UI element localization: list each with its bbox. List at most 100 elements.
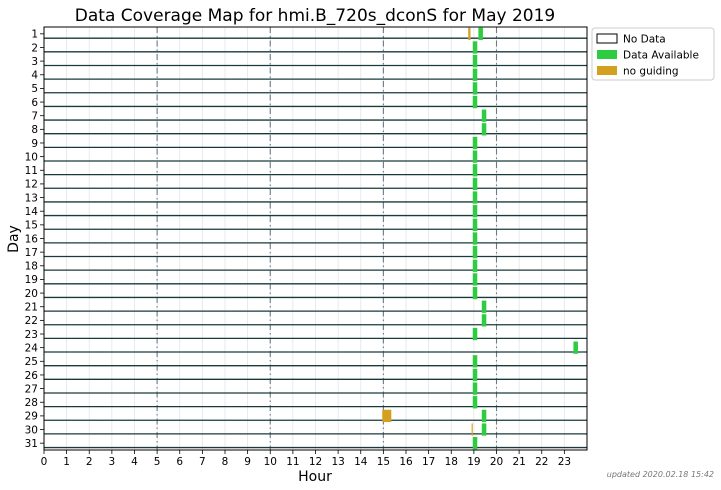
x-tick-label: 6 xyxy=(176,456,183,468)
y-tick-label: 20 xyxy=(25,288,38,300)
legend-swatch xyxy=(597,50,617,59)
segment-available xyxy=(481,423,487,436)
segment-no-guiding xyxy=(468,27,471,40)
y-tick-label: 27 xyxy=(25,383,38,395)
x-axis-label: Hour xyxy=(298,469,332,485)
segment-available xyxy=(478,27,483,40)
segment-no-guiding xyxy=(382,409,392,423)
x-tick-label: 18 xyxy=(445,456,458,468)
x-tick-label: 14 xyxy=(354,456,368,468)
x-tick-label: 22 xyxy=(535,456,548,468)
legend-label: Data Available xyxy=(623,50,699,62)
x-tick-label: 10 xyxy=(264,456,277,468)
y-tick-label: 13 xyxy=(25,192,38,204)
y-tick-label: 7 xyxy=(31,110,38,122)
x-tick-label: 8 xyxy=(222,456,229,468)
y-tick-label: 15 xyxy=(25,220,38,232)
segment-available xyxy=(472,382,478,395)
x-tick-label: 3 xyxy=(109,456,116,468)
segment-available xyxy=(481,314,487,327)
segment-available xyxy=(472,218,478,231)
updated-timestamp: updated 2020.02.18 15:42 xyxy=(607,470,714,479)
y-tick-label: 24 xyxy=(25,342,39,354)
legend-box xyxy=(591,27,715,81)
x-tick-label: 21 xyxy=(512,456,525,468)
y-tick-label: 25 xyxy=(25,356,38,368)
x-tick-label: 7 xyxy=(199,456,206,468)
y-tick-label: 3 xyxy=(31,56,38,68)
y-tick-label: 29 xyxy=(25,411,38,423)
y-tick-label: 19 xyxy=(25,274,38,286)
x-tick-label: 9 xyxy=(244,456,251,468)
legend-label: No Data xyxy=(623,34,666,46)
segment-available xyxy=(472,286,478,300)
y-tick-label: 4 xyxy=(31,70,38,82)
x-tick-label: 1 xyxy=(63,456,70,468)
segment-no-guiding xyxy=(471,423,473,436)
y-tick-label: 8 xyxy=(31,124,38,136)
segment-available xyxy=(472,164,478,177)
x-tick-label: 12 xyxy=(309,456,322,468)
segment-available xyxy=(472,246,478,259)
segment-available xyxy=(472,273,478,286)
segment-available xyxy=(472,355,478,368)
y-tick-label: 16 xyxy=(25,233,39,245)
segment-available xyxy=(472,41,478,54)
segment-available xyxy=(573,341,578,354)
x-tick-label: 4 xyxy=(131,456,138,468)
y-tick-label: 18 xyxy=(25,261,38,273)
segment-available xyxy=(472,396,478,409)
segment-available xyxy=(472,327,478,341)
legend-swatch xyxy=(596,33,618,44)
y-tick-label: 31 xyxy=(25,438,38,450)
segment-available xyxy=(472,82,478,95)
y-tick-label: 1 xyxy=(31,29,38,41)
segment-available xyxy=(472,150,478,163)
y-tick-label: 26 xyxy=(25,370,39,382)
legend-swatch xyxy=(597,66,617,75)
y-tick-label: 6 xyxy=(31,97,38,109)
y-tick-label: 22 xyxy=(25,315,38,327)
segment-available xyxy=(472,68,478,81)
chart-title: Data Coverage Map for hmi.B_720s_dconS f… xyxy=(75,6,555,26)
segment-available xyxy=(472,259,478,272)
x-tick-label: 19 xyxy=(467,456,480,468)
y-tick-label: 2 xyxy=(31,42,38,54)
x-tick-label: 2 xyxy=(86,456,93,468)
segment-available xyxy=(472,191,478,204)
segment-available xyxy=(481,109,487,122)
y-tick-label: 9 xyxy=(31,138,38,150)
y-tick-label: 21 xyxy=(25,302,38,314)
y-tick-label: 5 xyxy=(31,83,38,95)
segment-available xyxy=(472,368,478,382)
segment-available xyxy=(472,136,478,150)
plot-area: 1234567891011121314151617181920212223242… xyxy=(25,26,588,468)
segment-available xyxy=(472,437,478,450)
plot-frame xyxy=(43,26,588,451)
y-tick-label: 28 xyxy=(25,397,38,409)
x-tick-label: 15 xyxy=(377,456,390,468)
x-tick-label: 11 xyxy=(286,456,299,468)
x-tick-label: 0 xyxy=(41,456,48,468)
y-tick-label: 12 xyxy=(25,179,38,191)
y-tick-label: 14 xyxy=(25,206,39,218)
segment-available xyxy=(481,123,487,136)
segment-available xyxy=(481,409,487,423)
legend-label: no guiding xyxy=(623,66,679,78)
segment-available xyxy=(472,177,478,191)
segment-available xyxy=(472,54,478,68)
y-axis-label: Day xyxy=(6,225,22,253)
x-tick-label: 13 xyxy=(331,456,344,468)
segment-available xyxy=(481,300,487,313)
x-tick-label: 17 xyxy=(422,456,435,468)
y-tick-label: 23 xyxy=(25,329,38,341)
segment-available xyxy=(472,95,478,109)
y-tick-label: 11 xyxy=(25,165,38,177)
x-tick-label: 20 xyxy=(490,456,503,468)
y-tick-label: 30 xyxy=(25,424,38,436)
y-tick-label: 17 xyxy=(25,247,38,259)
x-tick-label: 23 xyxy=(558,456,571,468)
y-tick-label: 10 xyxy=(25,151,38,163)
legend: No Data Data Available no guiding xyxy=(591,27,715,81)
